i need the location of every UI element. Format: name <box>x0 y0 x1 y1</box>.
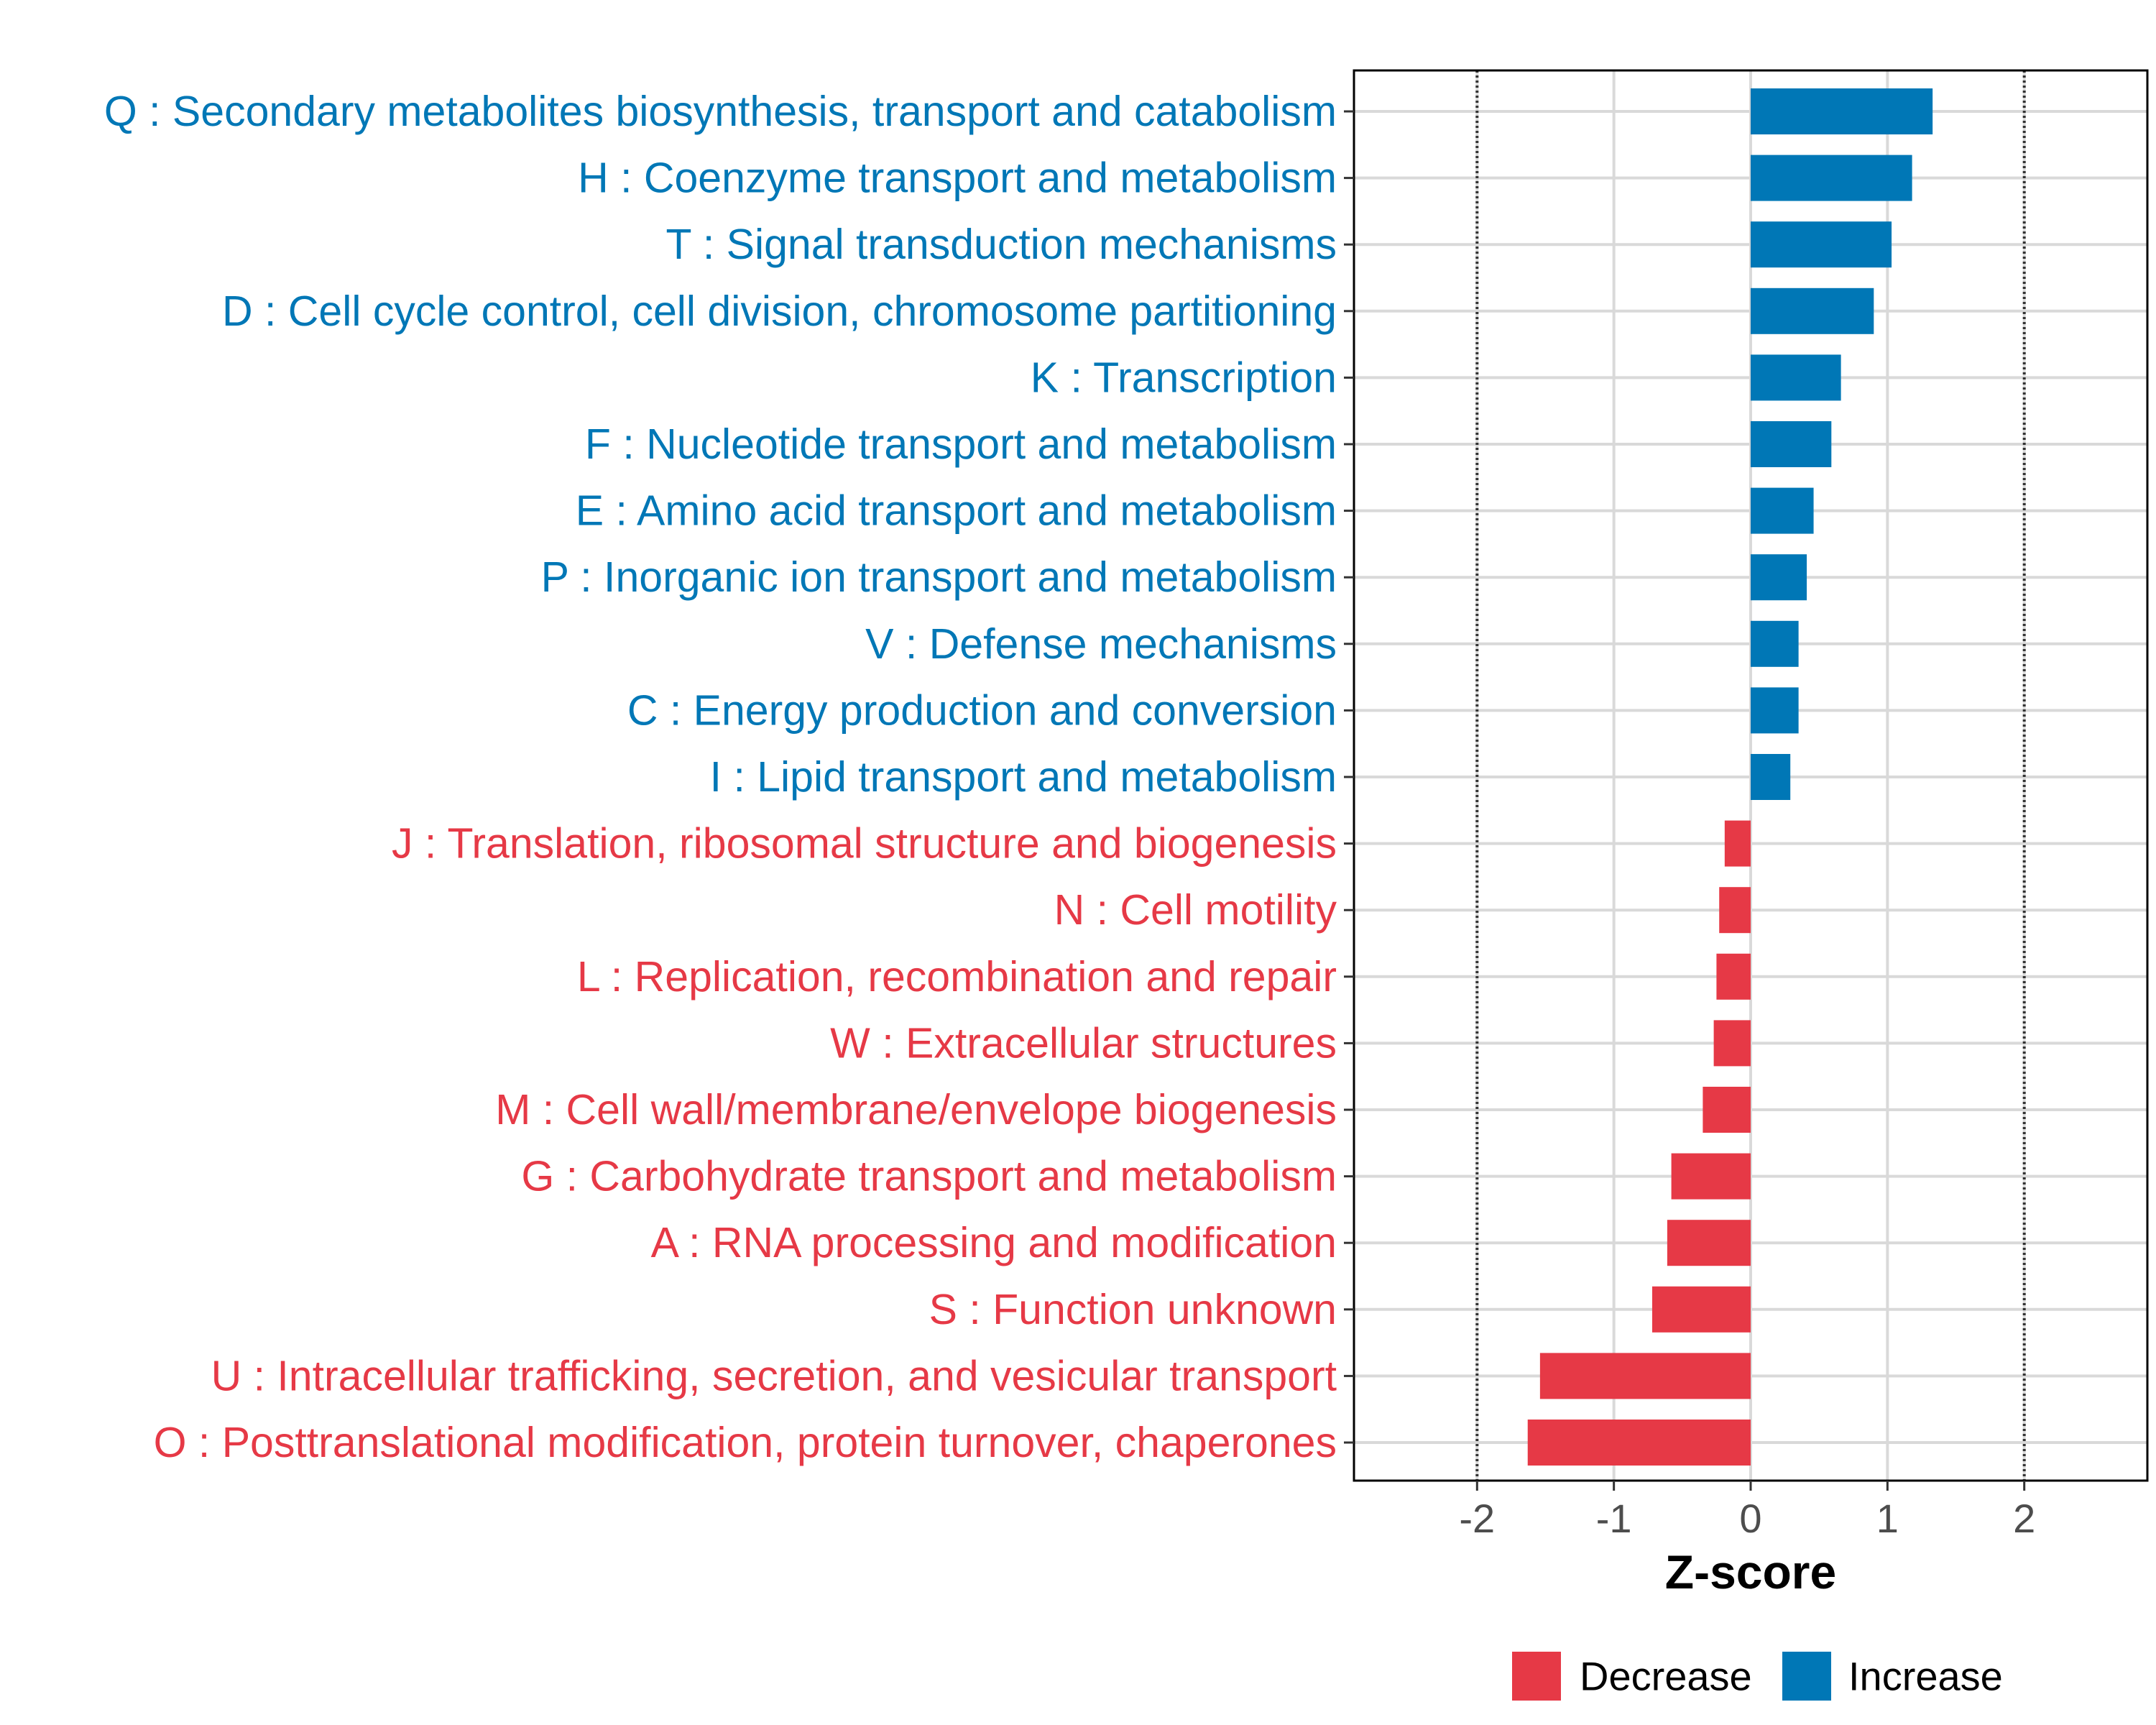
x-tick-label: 2 <box>2013 1496 2035 1541</box>
bar <box>1751 554 1807 601</box>
bar <box>1713 1020 1751 1067</box>
bar <box>1751 88 1933 134</box>
category-label: H : Coenzyme transport and metabolism <box>578 155 1337 202</box>
category-label: C : Energy production and conversion <box>627 686 1337 734</box>
bar <box>1751 754 1791 800</box>
legend-label-increase: Increase <box>1848 1654 2003 1699</box>
category-label: G : Carbohydrate transport and metabolis… <box>521 1153 1337 1200</box>
y-axis-ticks <box>1344 110 1354 1444</box>
category-label: W : Extracellular structures <box>830 1019 1337 1067</box>
x-axis-title: Z-score <box>1665 1545 1836 1598</box>
bar <box>1539 1353 1751 1399</box>
legend-label-decrease: Decrease <box>1580 1654 1752 1699</box>
category-label: M : Cell wall/membrane/envelope biogenes… <box>495 1086 1337 1133</box>
category-label: J : Translation, ribosomal structure and… <box>392 820 1337 868</box>
category-label: V : Defense mechanisms <box>865 620 1337 668</box>
bar <box>1751 155 1912 201</box>
reference-lines <box>1475 70 2026 1481</box>
category-label: T : Signal transduction mechanisms <box>665 221 1337 268</box>
bar <box>1724 820 1751 867</box>
bar <box>1751 288 1874 334</box>
bar <box>1751 620 1799 667</box>
bar <box>1751 487 1814 534</box>
bar <box>1719 887 1751 934</box>
category-label: A : RNA processing and modification <box>651 1219 1337 1266</box>
bar <box>1667 1220 1751 1266</box>
bar <box>1671 1153 1751 1200</box>
bar <box>1716 953 1751 1000</box>
legend-swatch-increase <box>1782 1652 1831 1701</box>
legend-swatch-decrease <box>1512 1652 1561 1701</box>
x-tick-label: -2 <box>1459 1496 1495 1541</box>
category-label: E : Amino acid transport and metabolism <box>576 487 1337 535</box>
bar <box>1527 1420 1751 1466</box>
category-label: K : Transcription <box>1031 354 1337 401</box>
category-label: U : Intracellular trafficking, secretion… <box>211 1352 1337 1399</box>
category-label: S : Function unknown <box>929 1286 1337 1333</box>
bar <box>1751 354 1841 401</box>
category-label: N : Cell motility <box>1054 886 1337 934</box>
category-label: F : Nucleotide transport and metabolism <box>585 420 1337 468</box>
bar <box>1703 1087 1751 1133</box>
x-tick-label: 0 <box>1739 1496 1761 1541</box>
category-label: L : Replication, recombination and repai… <box>577 953 1337 1000</box>
bar <box>1651 1286 1751 1333</box>
y-axis-category-labels: Q : Secondary metabolites biosynthesis, … <box>104 88 1337 1466</box>
bar <box>1751 221 1892 268</box>
category-label: P : Inorganic ion transport and metaboli… <box>541 553 1337 601</box>
category-label: O : Posttranslational modification, prot… <box>154 1419 1337 1466</box>
legend: Decrease Increase <box>1512 1652 2003 1701</box>
category-label: D : Cell cycle control, cell division, c… <box>222 288 1337 335</box>
bar <box>1751 687 1799 734</box>
x-axis-ticks: -2 -1 0 1 2 <box>1459 1481 2035 1541</box>
bar <box>1751 421 1832 467</box>
category-label: Q : Secondary metabolites biosynthesis, … <box>104 88 1337 135</box>
category-label: I : Lipid transport and metabolism <box>710 753 1337 801</box>
x-tick-label: 1 <box>1876 1496 1899 1541</box>
x-tick-label: -1 <box>1596 1496 1632 1541</box>
bars <box>1527 88 1933 1466</box>
